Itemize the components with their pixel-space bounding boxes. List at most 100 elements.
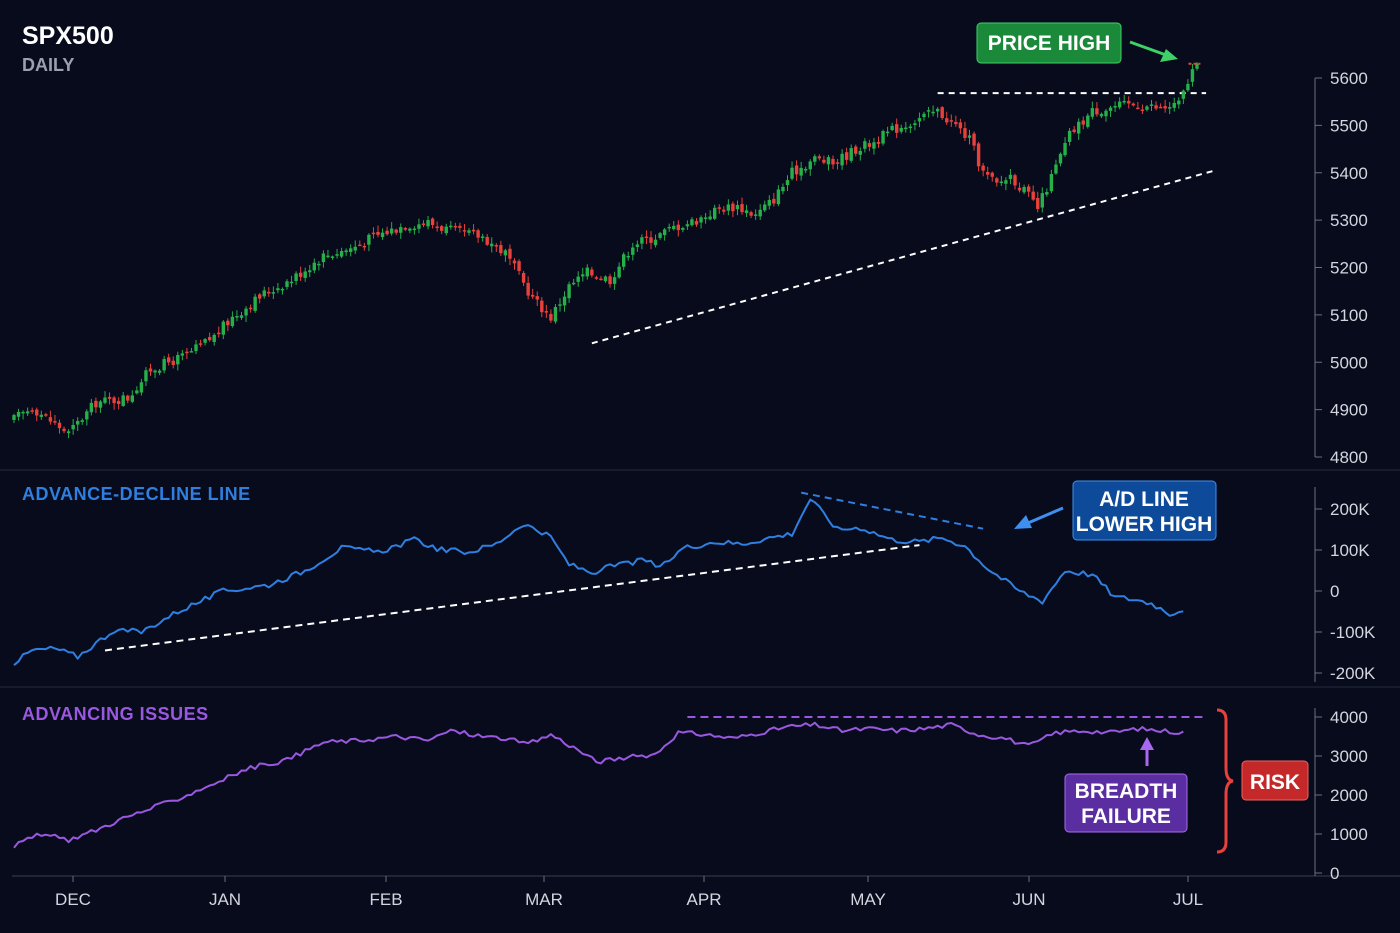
candle-down: [954, 121, 958, 125]
candle-up: [767, 199, 771, 206]
candle-down: [822, 159, 826, 163]
risk-callout: RISK: [1216, 708, 1309, 854]
candle-up: [39, 414, 43, 417]
price-tick-label: 5400: [1330, 164, 1368, 183]
candle-down: [876, 141, 881, 144]
ad-tick-label: 100K: [1330, 541, 1370, 560]
candle-down: [945, 118, 949, 123]
ad-panel-title: ADVANCE-DECLINE LINE: [22, 484, 251, 504]
candle-down: [521, 272, 526, 283]
candle-up: [412, 228, 417, 231]
candle-down: [35, 409, 39, 416]
candle-down: [1136, 107, 1140, 110]
candle-down: [676, 224, 680, 231]
candle-down: [549, 313, 553, 321]
candle-down: [171, 360, 175, 365]
price-tick-label: 5500: [1330, 116, 1368, 135]
candle-up: [926, 110, 931, 112]
candle-up: [826, 157, 831, 165]
price-tick-label: 5000: [1330, 353, 1368, 372]
candle-up: [321, 253, 326, 263]
candle-down: [116, 400, 121, 405]
candle-up: [25, 411, 30, 414]
candle-down: [358, 244, 362, 247]
candle-down: [599, 278, 603, 281]
advancing-line: [13, 721, 1184, 849]
candle-up: [317, 263, 321, 266]
breadth-failure-arrowhead: [1140, 737, 1154, 750]
candle-down: [57, 422, 62, 429]
candle-up: [467, 230, 471, 233]
candle-down: [371, 232, 376, 235]
ad-lower-high-callout: A/D LINE LOWER HIGH: [1014, 480, 1217, 541]
candle-down: [435, 226, 439, 229]
candle-up: [308, 270, 312, 273]
candle-up: [603, 276, 608, 282]
candle-up: [567, 284, 571, 299]
candle-down: [990, 172, 994, 177]
candle-down: [362, 245, 367, 248]
price-high-box: [976, 22, 1122, 64]
candle-down: [421, 223, 426, 225]
candle-up: [294, 273, 298, 281]
candle-down: [1072, 129, 1076, 133]
candle-up: [776, 189, 781, 205]
candle-up: [790, 167, 794, 179]
ad-lower-high-line: [800, 491, 984, 530]
candle-up: [667, 226, 671, 229]
candle-up: [1172, 102, 1176, 108]
candle-up: [753, 214, 758, 216]
ad-tick-label: -200K: [1330, 664, 1376, 683]
candle-up: [922, 113, 926, 118]
candle-up: [189, 351, 194, 353]
candle-up: [303, 271, 307, 278]
candle-down: [817, 156, 822, 159]
candle-down: [1031, 191, 1035, 200]
candle-down: [717, 207, 721, 209]
candle-up: [276, 288, 280, 291]
candle-down: [267, 291, 271, 294]
candle-up: [1058, 153, 1063, 164]
candle-up: [804, 168, 808, 171]
candle-up: [503, 250, 508, 256]
price-tick-label: 4800: [1330, 448, 1368, 467]
candle-up: [708, 216, 712, 220]
candle-down: [258, 294, 262, 299]
ad-tick-label: 200K: [1330, 500, 1370, 519]
candle-up: [194, 344, 198, 352]
candle-up: [553, 306, 558, 322]
candle-down: [1013, 175, 1017, 186]
candle-up: [271, 292, 276, 294]
candle-down: [976, 143, 981, 167]
candle-down: [1131, 103, 1135, 106]
candle-up: [203, 339, 207, 343]
x-tick-label: MAR: [525, 890, 563, 909]
candle-up: [726, 204, 731, 211]
candle-up: [899, 127, 903, 132]
candle-up: [917, 118, 922, 122]
candle-up: [449, 225, 453, 228]
price-high-arrowhead: [1160, 49, 1178, 62]
candle-up: [612, 277, 617, 284]
candle-up: [480, 236, 485, 238]
candle-up: [280, 288, 285, 291]
ad-reference-lines: [104, 491, 984, 652]
candle-up: [230, 316, 235, 327]
candle-down: [48, 417, 53, 422]
candle-up: [335, 254, 339, 256]
risk-brace: [1216, 708, 1234, 854]
candle-down: [476, 230, 480, 238]
candle-up: [1145, 106, 1149, 110]
candle-down: [731, 203, 735, 212]
candle-up: [640, 237, 644, 244]
price-tick-label: 4900: [1330, 401, 1368, 420]
advancing-tick-label: 1000: [1330, 825, 1368, 844]
candle-down: [226, 320, 230, 326]
candle-up: [1177, 100, 1181, 105]
candle-up: [1149, 104, 1154, 106]
candle-down: [694, 221, 699, 225]
candle-down: [895, 124, 899, 133]
candle-up: [685, 224, 690, 227]
candle-up: [1186, 84, 1190, 91]
